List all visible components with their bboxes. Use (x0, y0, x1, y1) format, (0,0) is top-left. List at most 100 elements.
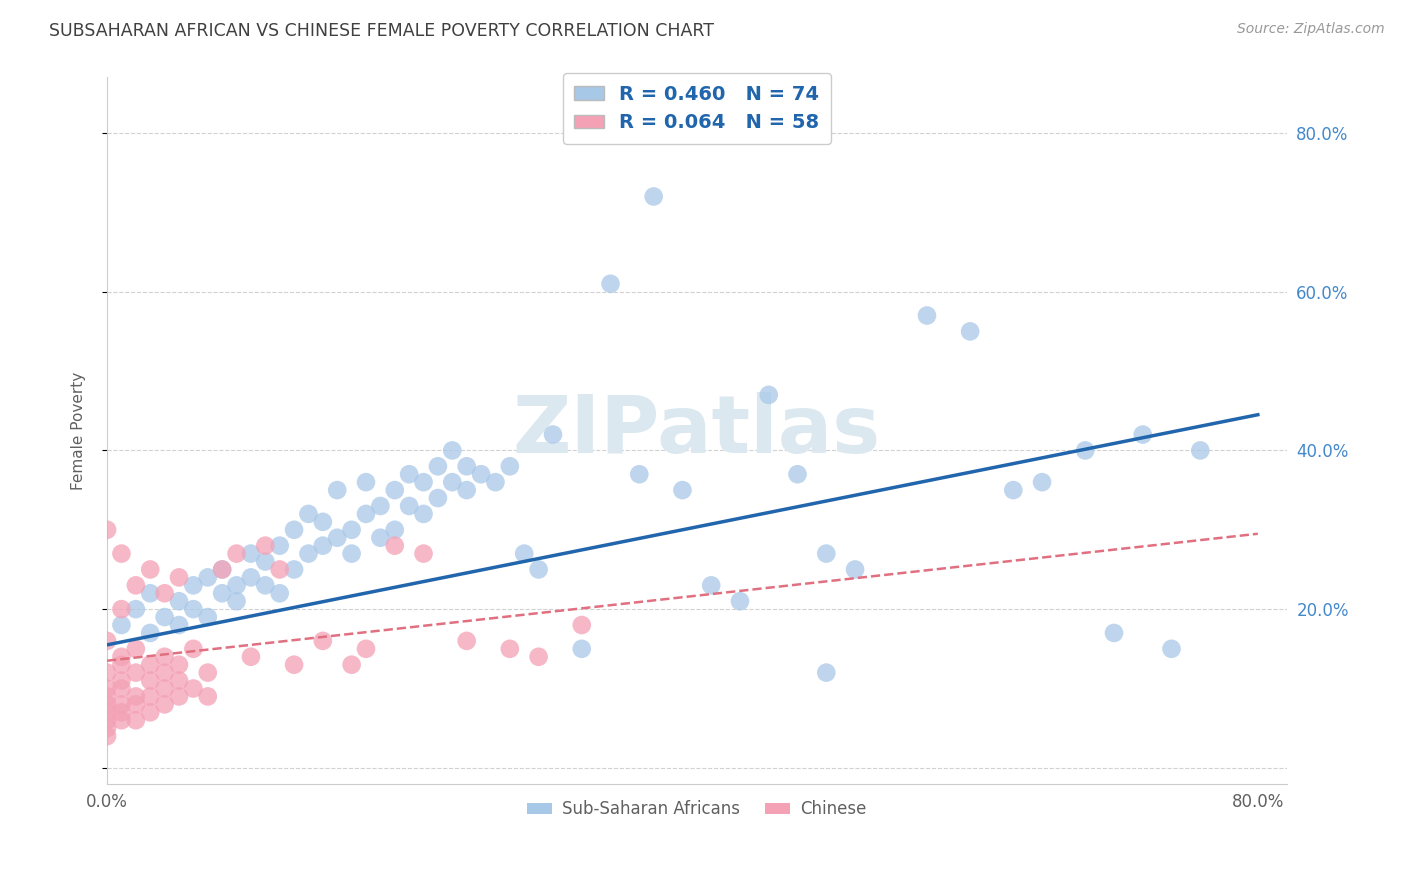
Point (527, 562, 550, 576)
Point (326, 531, 349, 545)
Point (527, 649, 550, 664)
Point (110, 547, 132, 561)
Point (96, 633, 118, 648)
Point (125, 578, 148, 592)
Point (426, 459, 449, 474)
Point (340, 523, 363, 537)
Point (599, 277, 621, 291)
Point (197, 570, 219, 584)
Point (153, 586, 176, 600)
Point (139, 626, 162, 640)
Point (541, 427, 564, 442)
Point (269, 539, 291, 553)
Point (139, 562, 162, 576)
Point (153, 665, 176, 680)
Point (96, 681, 118, 696)
Point (283, 562, 305, 576)
Point (110, 602, 132, 616)
Point (254, 578, 277, 592)
Point (96, 523, 118, 537)
Point (167, 618, 190, 632)
Point (125, 690, 148, 704)
Point (211, 562, 233, 576)
Point (139, 706, 162, 720)
Point (167, 657, 190, 672)
Point (1074, 443, 1097, 458)
Point (370, 531, 392, 545)
Point (239, 649, 262, 664)
Point (239, 547, 262, 561)
Point (297, 507, 319, 521)
Point (484, 475, 506, 490)
Point (96, 690, 118, 704)
Point (167, 673, 190, 688)
Point (110, 618, 132, 632)
Point (1031, 475, 1053, 490)
Point (167, 594, 190, 608)
Text: Source: ZipAtlas.com: Source: ZipAtlas.com (1237, 22, 1385, 37)
Point (354, 641, 377, 656)
Point (297, 547, 319, 561)
Point (125, 713, 148, 727)
Point (254, 555, 277, 569)
Point (671, 483, 693, 497)
Point (283, 657, 305, 672)
Point (183, 602, 205, 616)
Point (758, 388, 780, 402)
Point (225, 594, 247, 608)
Point (139, 586, 162, 600)
Point (499, 459, 522, 474)
Point (110, 673, 132, 688)
Point (110, 706, 132, 720)
Text: ZIPatlas: ZIPatlas (513, 392, 882, 469)
Point (571, 641, 593, 656)
Point (125, 665, 148, 680)
Point (398, 467, 420, 482)
Point (110, 657, 132, 672)
Point (340, 657, 363, 672)
Point (153, 698, 176, 712)
Point (456, 633, 478, 648)
Point (254, 539, 277, 553)
Point (398, 499, 420, 513)
Point (139, 673, 162, 688)
Point (815, 547, 838, 561)
Point (197, 665, 219, 680)
Point (269, 586, 291, 600)
Point (412, 507, 434, 521)
Point (815, 665, 838, 680)
Point (110, 681, 132, 696)
Point (456, 483, 478, 497)
Point (125, 698, 148, 712)
Point (1160, 641, 1182, 656)
Point (153, 681, 176, 696)
Point (96, 721, 118, 735)
Point (96, 713, 118, 727)
Point (959, 325, 981, 339)
Point (312, 515, 335, 529)
Point (96, 665, 118, 680)
Point (499, 641, 522, 656)
Point (354, 475, 377, 490)
Point (728, 594, 751, 608)
Point (153, 649, 176, 664)
Point (643, 189, 665, 203)
Point (513, 547, 536, 561)
Point (167, 570, 190, 584)
Point (412, 547, 434, 561)
Point (96, 698, 118, 712)
Legend: Sub-Saharan Africans, Chinese: Sub-Saharan Africans, Chinese (520, 794, 873, 825)
Point (441, 443, 464, 458)
Point (426, 491, 449, 505)
Point (269, 562, 291, 576)
Point (183, 641, 205, 656)
Point (153, 610, 176, 624)
Point (183, 578, 205, 592)
Point (197, 690, 219, 704)
Point (1132, 427, 1154, 442)
Point (844, 562, 866, 576)
Point (1002, 483, 1025, 497)
Text: SUBSAHARAN AFRICAN VS CHINESE FEMALE POVERTY CORRELATION CHART: SUBSAHARAN AFRICAN VS CHINESE FEMALE POV… (49, 22, 714, 40)
Point (441, 475, 464, 490)
Point (1189, 443, 1212, 458)
